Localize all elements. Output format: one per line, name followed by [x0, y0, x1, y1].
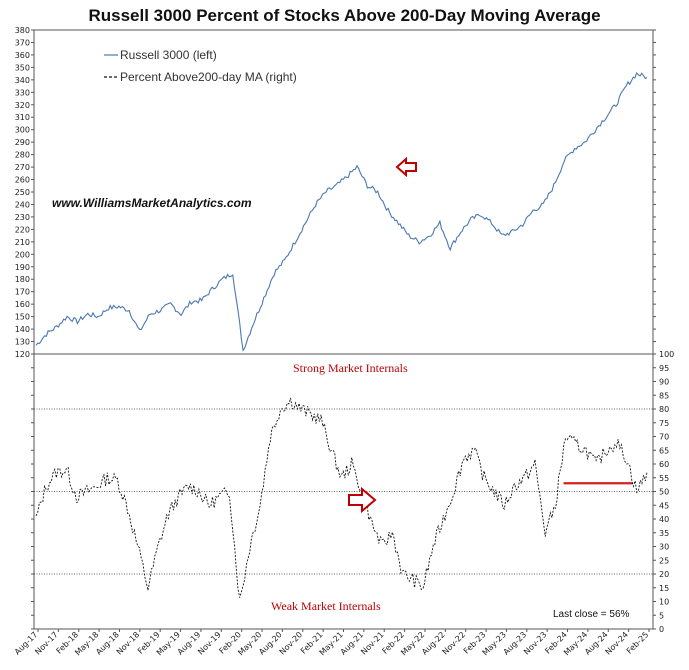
- lower-red-arrow: [348, 486, 377, 514]
- lower-y-tick-label: 5: [659, 611, 664, 620]
- legend-pct-label: Percent Above200-day MA (right): [120, 70, 297, 84]
- lower-y-tick-label: 55: [659, 474, 669, 483]
- upper-y-tick-label: 220: [15, 225, 30, 234]
- strong-internals-label: Strong Market Internals: [293, 361, 408, 375]
- reference-lines-group: [34, 408, 653, 575]
- lower-y-tick-label: 40: [659, 515, 669, 524]
- upper-y-tick-label: 260: [15, 176, 30, 185]
- upper-y-tick-label: 240: [15, 200, 30, 209]
- upper-y-tick-label: 340: [15, 76, 30, 85]
- lower-axis-group: 0 5 10 15 20 25 30 35 40 45 50 55 60 65 70 75 80 85 90 95 10…: [31, 350, 674, 634]
- upper-y-tick-label: 350: [15, 63, 30, 72]
- lower-y-tick-label: 95: [659, 364, 669, 373]
- lower-y-tick-label: 20: [659, 570, 669, 579]
- lower-y-tick-label: 85: [659, 391, 669, 400]
- upper-y-tick-label: 120: [15, 350, 30, 359]
- page-title: Russell 3000 Percent of Stocks Above 200…: [88, 6, 601, 25]
- lower-y-tick-label: 30: [659, 543, 669, 552]
- x-tick-label: Nov-20: [278, 630, 304, 656]
- x-tick-label: Nov-21: [359, 630, 385, 656]
- lower-y-tick-label: 80: [659, 405, 669, 414]
- upper-y-tick-label: 150: [15, 313, 30, 322]
- upper-y-tick-label: 270: [15, 163, 30, 172]
- legend-russell-label: Russell 3000 (left): [120, 48, 217, 62]
- x-tick-label: Feb-25: [625, 630, 651, 656]
- lower-y-tick-label: 90: [659, 378, 669, 387]
- upper-y-tick-label: 380: [15, 26, 30, 35]
- upper-y-tick-label: 170: [15, 288, 30, 297]
- website-annotation: www.WilliamsMarketAnalytics.com: [52, 196, 252, 210]
- lower-y-tick-label: 35: [659, 529, 669, 538]
- upper-y-tick-label: 160: [15, 300, 30, 309]
- weak-internals-label: Weak Market Internals: [271, 599, 381, 613]
- lower-y-tick-label: 75: [659, 419, 669, 428]
- upper-y-tick-label: 250: [15, 188, 30, 197]
- lower-y-tick-label: 65: [659, 446, 669, 455]
- lower-y-tick-label: 100: [659, 350, 674, 359]
- upper-y-tick-label: 300: [15, 126, 30, 135]
- upper-y-tick-label: 330: [15, 88, 30, 97]
- lower-y-tick-label: 70: [659, 433, 669, 442]
- upper-y-tick-label: 320: [15, 101, 30, 110]
- lower-y-tick-label: 25: [659, 556, 669, 565]
- last-close-label: Last close = 56%: [553, 609, 630, 620]
- lower-y-tick-label: 60: [659, 460, 669, 469]
- upper-axis-group: 120 130 140 150 160 170 180 190 200 210 220 230 240 2…: [15, 26, 656, 359]
- upper-red-arrow: [395, 156, 417, 178]
- lower-y-tick-label: 10: [659, 598, 669, 607]
- upper-y-tick-label: 190: [15, 263, 30, 272]
- russell-3000-line: [35, 71, 648, 352]
- upper-y-tick-label: 310: [15, 113, 30, 122]
- series-layer: [35, 71, 648, 598]
- percent-above-ma-line: [35, 397, 648, 598]
- x-tick-label: Nov-24: [604, 630, 630, 656]
- upper-y-tick-label: 140: [15, 325, 30, 334]
- x-axis-group: Aug-17Nov-17Feb-18May-18Aug-18Nov-18Feb-…: [13, 629, 651, 657]
- lower-y-tick-label: 45: [659, 501, 669, 510]
- upper-y-tick-label: 360: [15, 51, 30, 60]
- lower-y-tick-label: 15: [659, 584, 669, 593]
- upper-y-tick-label: 180: [15, 275, 30, 284]
- x-tick-label: Nov-17: [33, 630, 59, 656]
- upper-y-tick-label: 230: [15, 213, 30, 222]
- upper-y-tick-label: 130: [15, 338, 30, 347]
- x-tick-label: Nov-23: [522, 630, 548, 656]
- upper-y-tick-label: 200: [15, 250, 30, 259]
- x-tick-label: Nov-19: [196, 630, 222, 656]
- upper-y-tick-label: 280: [15, 151, 30, 160]
- x-tick-label: Nov-18: [115, 630, 141, 656]
- lower-y-tick-label: 50: [659, 488, 669, 497]
- x-tick-label: Nov-22: [441, 630, 467, 656]
- upper-y-tick-label: 370: [15, 38, 30, 47]
- lower-y-tick-label: 0: [659, 625, 664, 634]
- upper-y-tick-label: 210: [15, 238, 30, 247]
- upper-y-tick-label: 290: [15, 138, 30, 147]
